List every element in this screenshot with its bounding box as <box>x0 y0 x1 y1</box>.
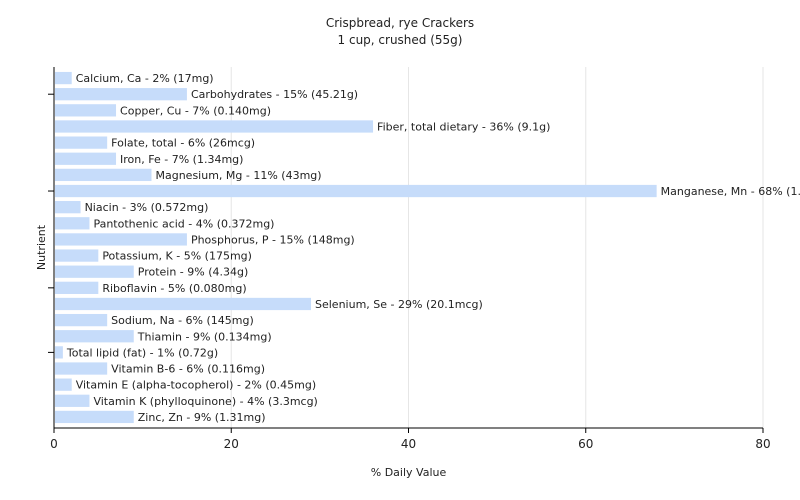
x-tick-label: 0 <box>50 437 58 451</box>
bar <box>55 249 99 262</box>
bar <box>55 281 99 294</box>
bar-label: Vitamin E (alpha-tocopherol) - 2% (0.45m… <box>76 379 316 392</box>
bar <box>55 394 90 407</box>
bar <box>55 313 108 327</box>
bar-label: Manganese, Mn - 68% (1.361mg) <box>661 185 800 198</box>
bar <box>55 201 81 214</box>
bar-label: Fiber, total dietary - 36% (9.1g) <box>377 120 550 133</box>
chart-title: Crispbread, rye Crackers <box>325 16 475 30</box>
bar-label: Calcium, Ca - 2% (17mg) <box>76 72 214 85</box>
bar <box>55 346 63 359</box>
bar-label: Phosphorus, P - 15% (148mg) <box>191 233 355 246</box>
bar <box>55 88 187 101</box>
bar <box>55 168 152 182</box>
bar-label: Magnesium, Mg - 11% (43mg) <box>155 169 321 182</box>
x-tick-label: 40 <box>401 437 416 451</box>
bar <box>55 330 134 343</box>
bars: Calcium, Ca - 2% (17mg) Carbohydrates - 1… <box>55 71 800 424</box>
bar <box>55 410 134 424</box>
bar-label: Selenium, Se - 29% (20.1mcg) <box>315 298 483 311</box>
chart-subtitle: 1 cup, crushed (55g) <box>337 33 463 47</box>
bar-label: Vitamin B-6 - 6% (0.116mg) <box>111 363 265 376</box>
x-tick-label: 20 <box>224 437 239 451</box>
bar-label: Riboflavin - 5% (0.080mg) <box>102 282 246 295</box>
y-axis-title: Nutrient <box>35 224 48 270</box>
bar-label: Folate, total - 6% (26mcg) <box>111 137 255 150</box>
bar-label: Copper, Cu - 7% (0.140mg) <box>120 104 271 117</box>
bar <box>55 233 187 246</box>
bar-label: Total lipid (fat) - 1% (0.72g) <box>66 346 218 359</box>
axes: 0 20 40 60 80 <box>48 67 771 451</box>
bar <box>55 120 374 133</box>
bar-label: Niacin - 3% (0.572mg) <box>85 201 209 214</box>
bar <box>55 217 90 230</box>
x-tick-label: 60 <box>578 437 593 451</box>
bar <box>55 152 117 165</box>
bar-label: Carbohydrates - 15% (45.21g) <box>191 88 358 101</box>
bar-label: Pantothenic acid - 4% (0.372mg) <box>93 217 274 230</box>
bar <box>55 362 108 375</box>
bar <box>55 265 134 278</box>
bar <box>55 136 108 149</box>
bar <box>55 71 72 85</box>
bar-label: Protein - 9% (4.34g) <box>138 266 249 279</box>
bar-label: Zinc, Zn - 9% (1.31mg) <box>138 411 266 424</box>
bar-label: Vitamin K (phylloquinone) - 4% (3.3mcg) <box>93 395 317 408</box>
bar-label: Iron, Fe - 7% (1.34mg) <box>120 153 243 166</box>
bar-label: Potassium, K - 5% (175mg) <box>102 250 252 263</box>
bar <box>55 104 117 117</box>
x-tick-label: 80 <box>755 437 770 451</box>
bar <box>55 297 312 311</box>
bar <box>55 378 72 391</box>
bar-label: Sodium, Na - 6% (145mg) <box>111 314 254 327</box>
x-axis-title: % Daily Value <box>371 466 447 479</box>
bar <box>55 184 657 198</box>
bar-label: Thiamin - 9% (0.134mg) <box>137 330 272 343</box>
chart-title-block: Crispbread, rye Crackers 1 cup, crushed … <box>0 15 800 49</box>
